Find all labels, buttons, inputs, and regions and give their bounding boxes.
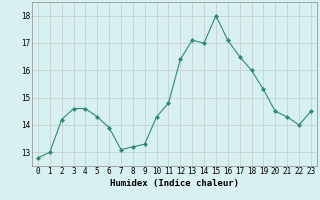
X-axis label: Humidex (Indice chaleur): Humidex (Indice chaleur) [110,179,239,188]
